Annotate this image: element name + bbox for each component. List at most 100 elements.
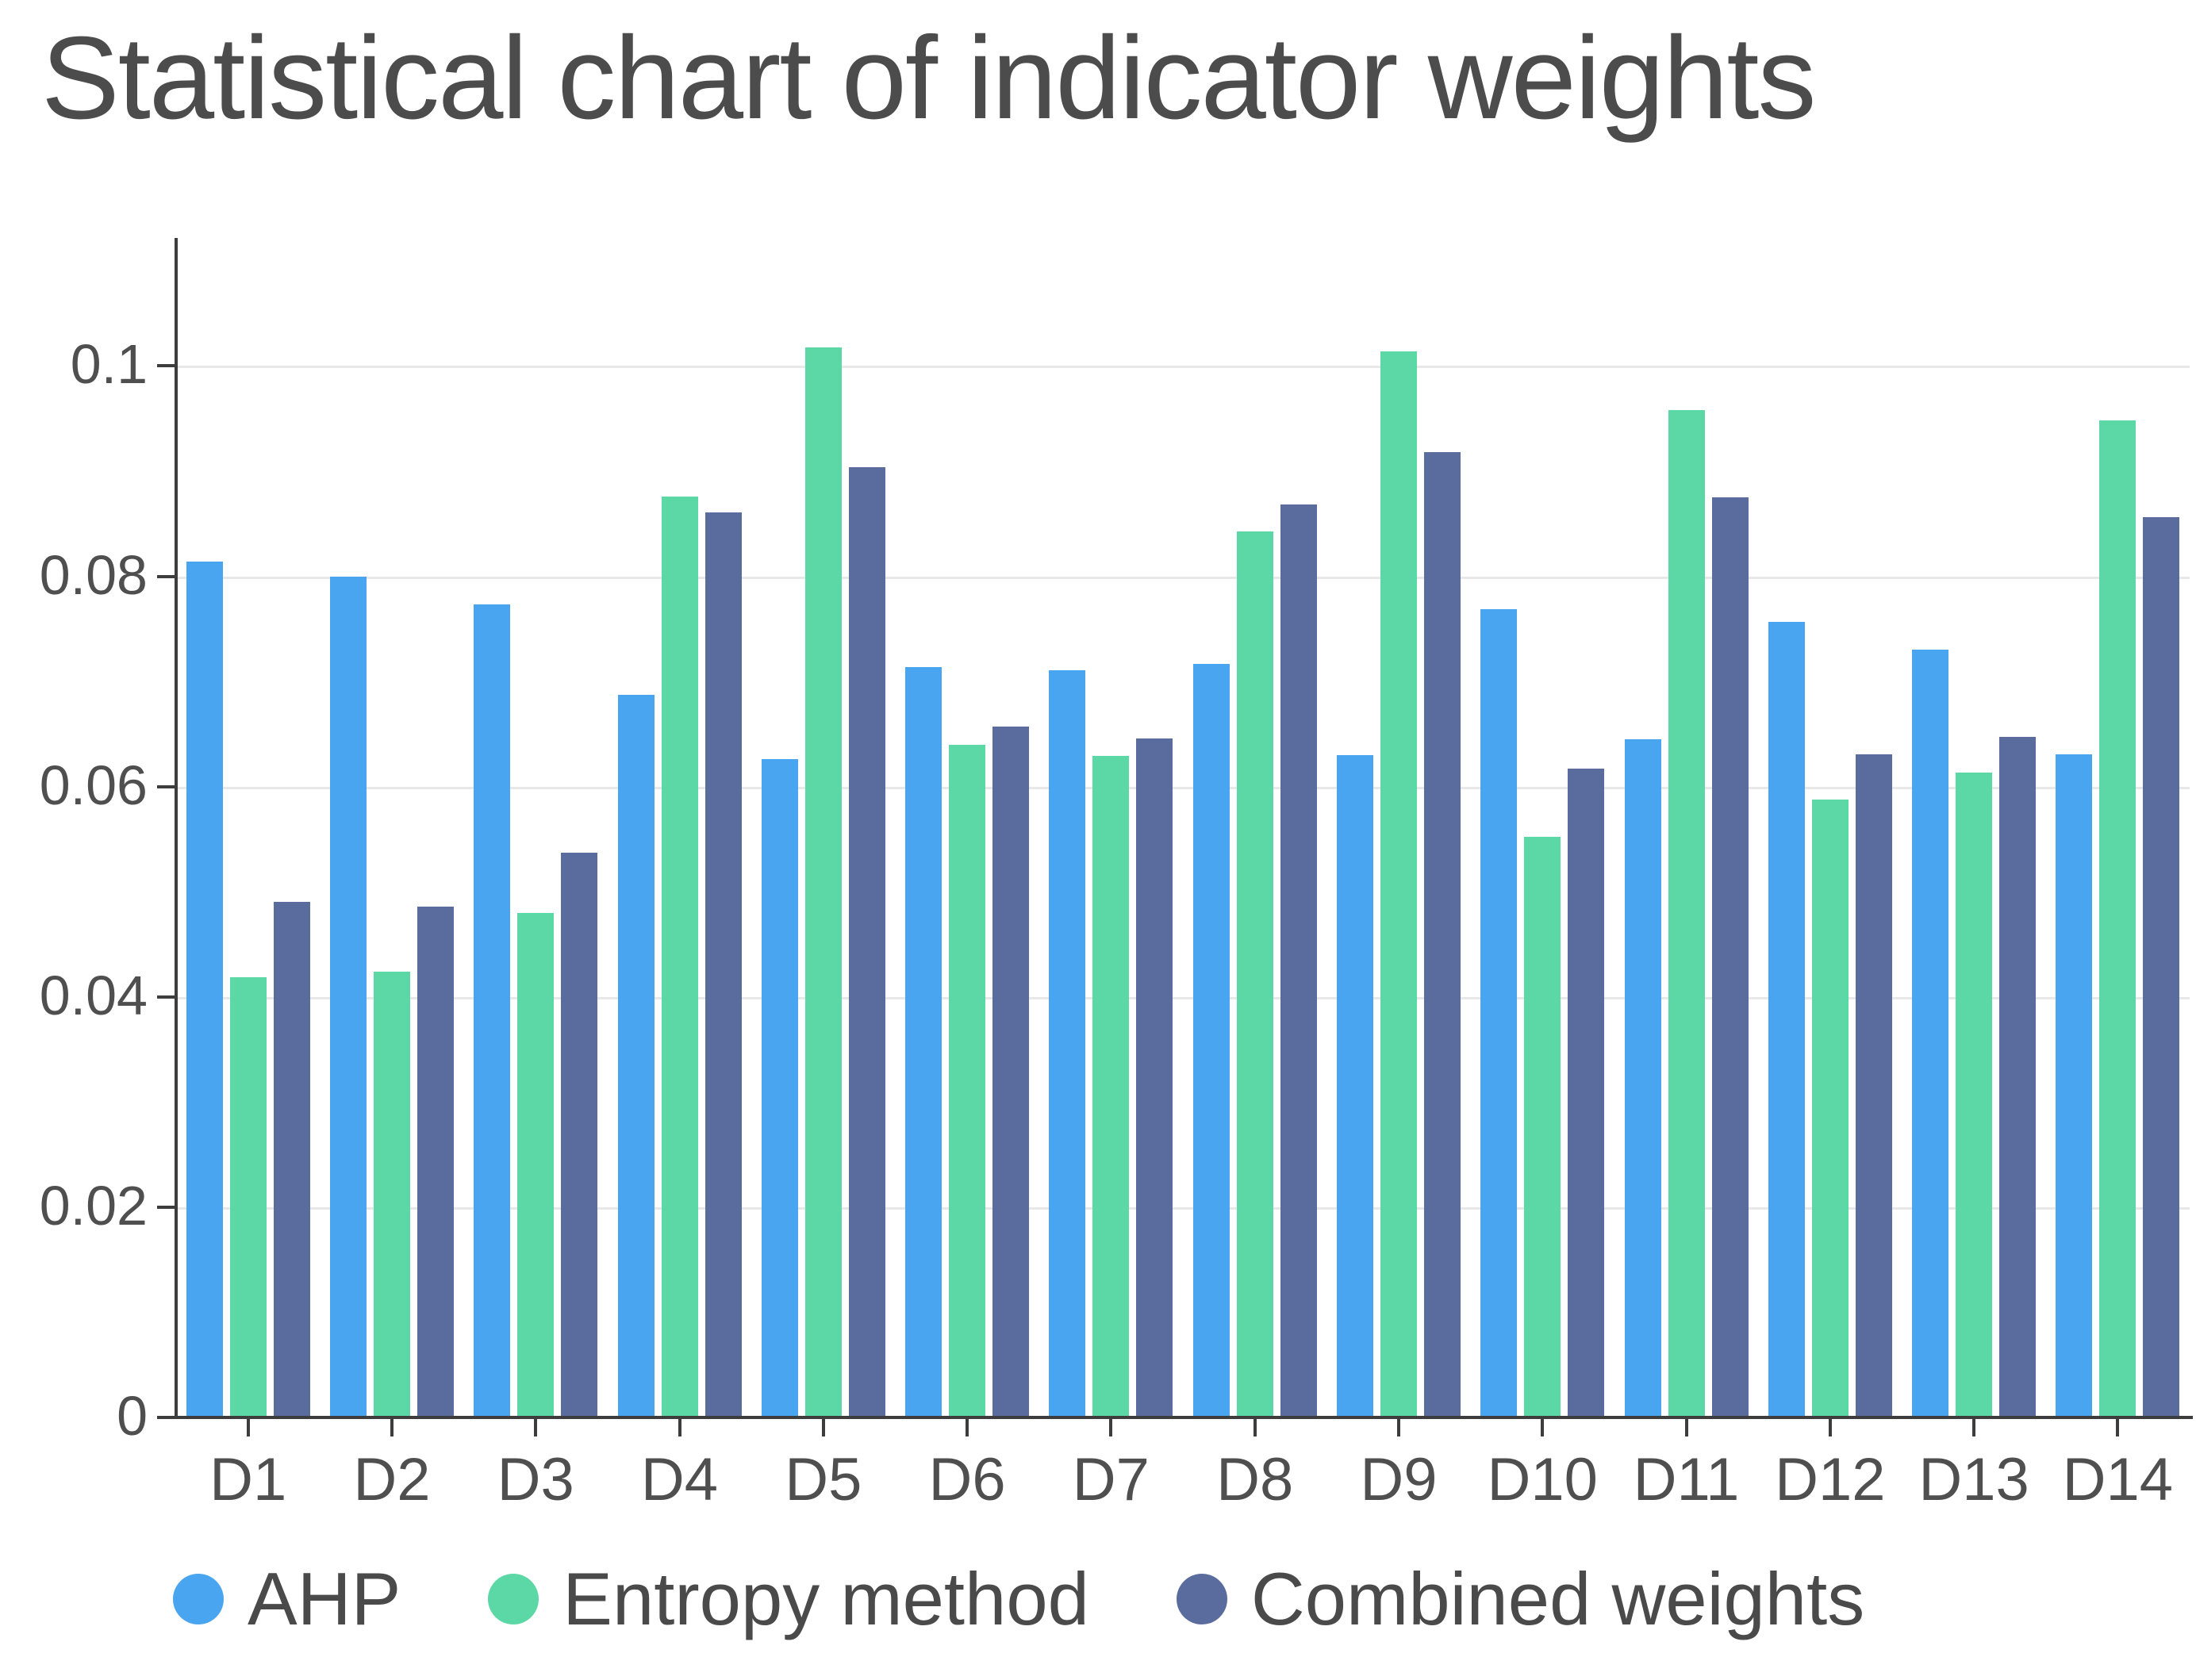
- bar-D11-ahp: [1624, 739, 1661, 1417]
- x-axis-tick: [1541, 1419, 1545, 1436]
- x-axis-label-D11: D11: [1633, 1446, 1740, 1513]
- gridline-0.06: [176, 786, 2190, 789]
- x-axis-label-D3: D3: [497, 1446, 574, 1513]
- x-axis-label-D7: D7: [1072, 1446, 1150, 1513]
- x-axis-tick: [2116, 1419, 2120, 1436]
- legend-swatch-icon: [488, 1574, 539, 1624]
- bar-D4-ahp: [617, 695, 655, 1417]
- x-axis-tick: [534, 1419, 538, 1436]
- bar-D10-combined-weights: [1568, 769, 1605, 1417]
- y-axis-label: 0.1: [70, 333, 148, 396]
- bar-D10-entropy-method: [1524, 837, 1561, 1417]
- x-axis-label-D13: D13: [1918, 1446, 2029, 1513]
- y-axis-label: 0.04: [39, 964, 148, 1026]
- bar-D8-entropy-method: [1236, 531, 1273, 1417]
- bar-D7-ahp: [1049, 669, 1086, 1417]
- bar-D13-ahp: [1912, 650, 1949, 1417]
- bar-D6-combined-weights: [992, 727, 1030, 1417]
- bar-D12-entropy-method: [1811, 799, 1849, 1417]
- x-axis-tick: [390, 1419, 394, 1436]
- bar-D3-ahp: [474, 604, 511, 1417]
- bar-D10-ahp: [1480, 608, 1518, 1417]
- bar-D1-combined-weights: [273, 902, 310, 1417]
- bar-D13-combined-weights: [1999, 737, 2037, 1417]
- bar-D6-ahp: [905, 666, 943, 1417]
- y-axis-label: 0: [117, 1385, 148, 1447]
- y-axis-line: [175, 238, 178, 1419]
- y-axis-tick: [157, 364, 175, 368]
- bar-D14-ahp: [2056, 754, 2093, 1417]
- bar-D11-combined-weights: [1711, 497, 1749, 1417]
- y-axis-tick: [157, 995, 175, 999]
- bar-D12-combined-weights: [1855, 754, 1892, 1417]
- bar-D2-combined-weights: [417, 906, 454, 1417]
- bar-D5-ahp: [761, 759, 798, 1417]
- x-axis-line: [173, 1416, 2193, 1419]
- y-axis-tick: [157, 1205, 175, 1209]
- y-axis-label: 0.08: [39, 543, 148, 606]
- x-axis-label-D14: D14: [2062, 1446, 2174, 1513]
- x-axis-label-D12: D12: [1775, 1446, 1886, 1513]
- legend: AHP Entropy method Combined weights: [173, 1556, 1864, 1642]
- x-axis-tick: [1972, 1419, 1976, 1436]
- bar-D4-combined-weights: [704, 512, 742, 1417]
- x-axis-tick: [246, 1419, 250, 1436]
- legend-label: Combined weights: [1250, 1557, 1865, 1640]
- bar-D8-combined-weights: [1280, 504, 1317, 1417]
- bar-D5-combined-weights: [848, 466, 885, 1417]
- x-axis-label-D5: D5: [785, 1446, 862, 1513]
- gridline-0.08: [176, 576, 2190, 579]
- legend-label: Entropy method: [562, 1557, 1089, 1640]
- legend-item-ahp[interactable]: AHP: [173, 1556, 401, 1642]
- bar-D7-entropy-method: [1092, 756, 1130, 1417]
- bar-D1-entropy-method: [229, 976, 267, 1417]
- x-axis-label-D10: D10: [1487, 1446, 1598, 1513]
- plot-area: [176, 242, 2190, 1417]
- bar-D7-combined-weights: [1136, 738, 1173, 1417]
- chart-title: Statistical chart of indicator weights: [41, 13, 1816, 144]
- bar-D2-entropy-method: [373, 971, 410, 1417]
- bar-D14-entropy-method: [2099, 420, 2136, 1417]
- x-axis-tick: [1109, 1419, 1113, 1436]
- gridline-0.04: [176, 996, 2190, 999]
- x-axis-label-D6: D6: [928, 1446, 1006, 1513]
- bar-D9-combined-weights: [1423, 452, 1461, 1417]
- x-axis-tick: [966, 1419, 969, 1436]
- y-axis-tick: [157, 1416, 175, 1419]
- bar-D2-ahp: [329, 576, 367, 1417]
- bar-D1-ahp: [186, 561, 223, 1417]
- gridline-0.1: [176, 366, 2190, 369]
- bar-D5-entropy-method: [804, 347, 842, 1417]
- y-axis-tick: [157, 574, 175, 578]
- legend-swatch-icon: [1176, 1574, 1227, 1624]
- gridline-0.02: [176, 1206, 2190, 1210]
- legend-item-entropy-method[interactable]: Entropy method: [488, 1556, 1089, 1642]
- x-axis-label-D4: D4: [640, 1446, 719, 1513]
- x-axis-tick: [1828, 1419, 1832, 1436]
- x-axis-tick: [1253, 1419, 1257, 1436]
- bar-D4-entropy-method: [661, 496, 698, 1417]
- bar-D3-combined-weights: [561, 853, 598, 1417]
- bar-D12-ahp: [1768, 621, 1805, 1417]
- x-axis-label-D8: D8: [1216, 1446, 1294, 1513]
- legend-item-combined-weights[interactable]: Combined weights: [1176, 1556, 1865, 1642]
- y-axis-tick: [157, 784, 175, 788]
- bar-D9-entropy-method: [1380, 351, 1417, 1417]
- bar-D6-entropy-method: [949, 744, 986, 1417]
- legend-swatch-icon: [173, 1574, 224, 1624]
- legend-label: AHP: [248, 1557, 401, 1640]
- x-axis-tick: [1684, 1419, 1688, 1436]
- x-axis-label-D2: D2: [353, 1446, 431, 1513]
- bar-D11-entropy-method: [1668, 410, 1705, 1417]
- y-axis-label: 0.02: [39, 1174, 148, 1237]
- bar-D8-ahp: [1192, 663, 1230, 1417]
- y-axis-label: 0.06: [39, 754, 148, 816]
- bar-D3-entropy-method: [517, 912, 555, 1417]
- bar-D9-ahp: [1336, 754, 1373, 1417]
- x-axis-tick: [678, 1419, 681, 1436]
- x-axis-tick: [1396, 1419, 1400, 1436]
- x-axis-label-D1: D1: [209, 1446, 287, 1513]
- bar-D13-entropy-method: [1956, 773, 1993, 1417]
- x-axis-tick: [821, 1419, 825, 1436]
